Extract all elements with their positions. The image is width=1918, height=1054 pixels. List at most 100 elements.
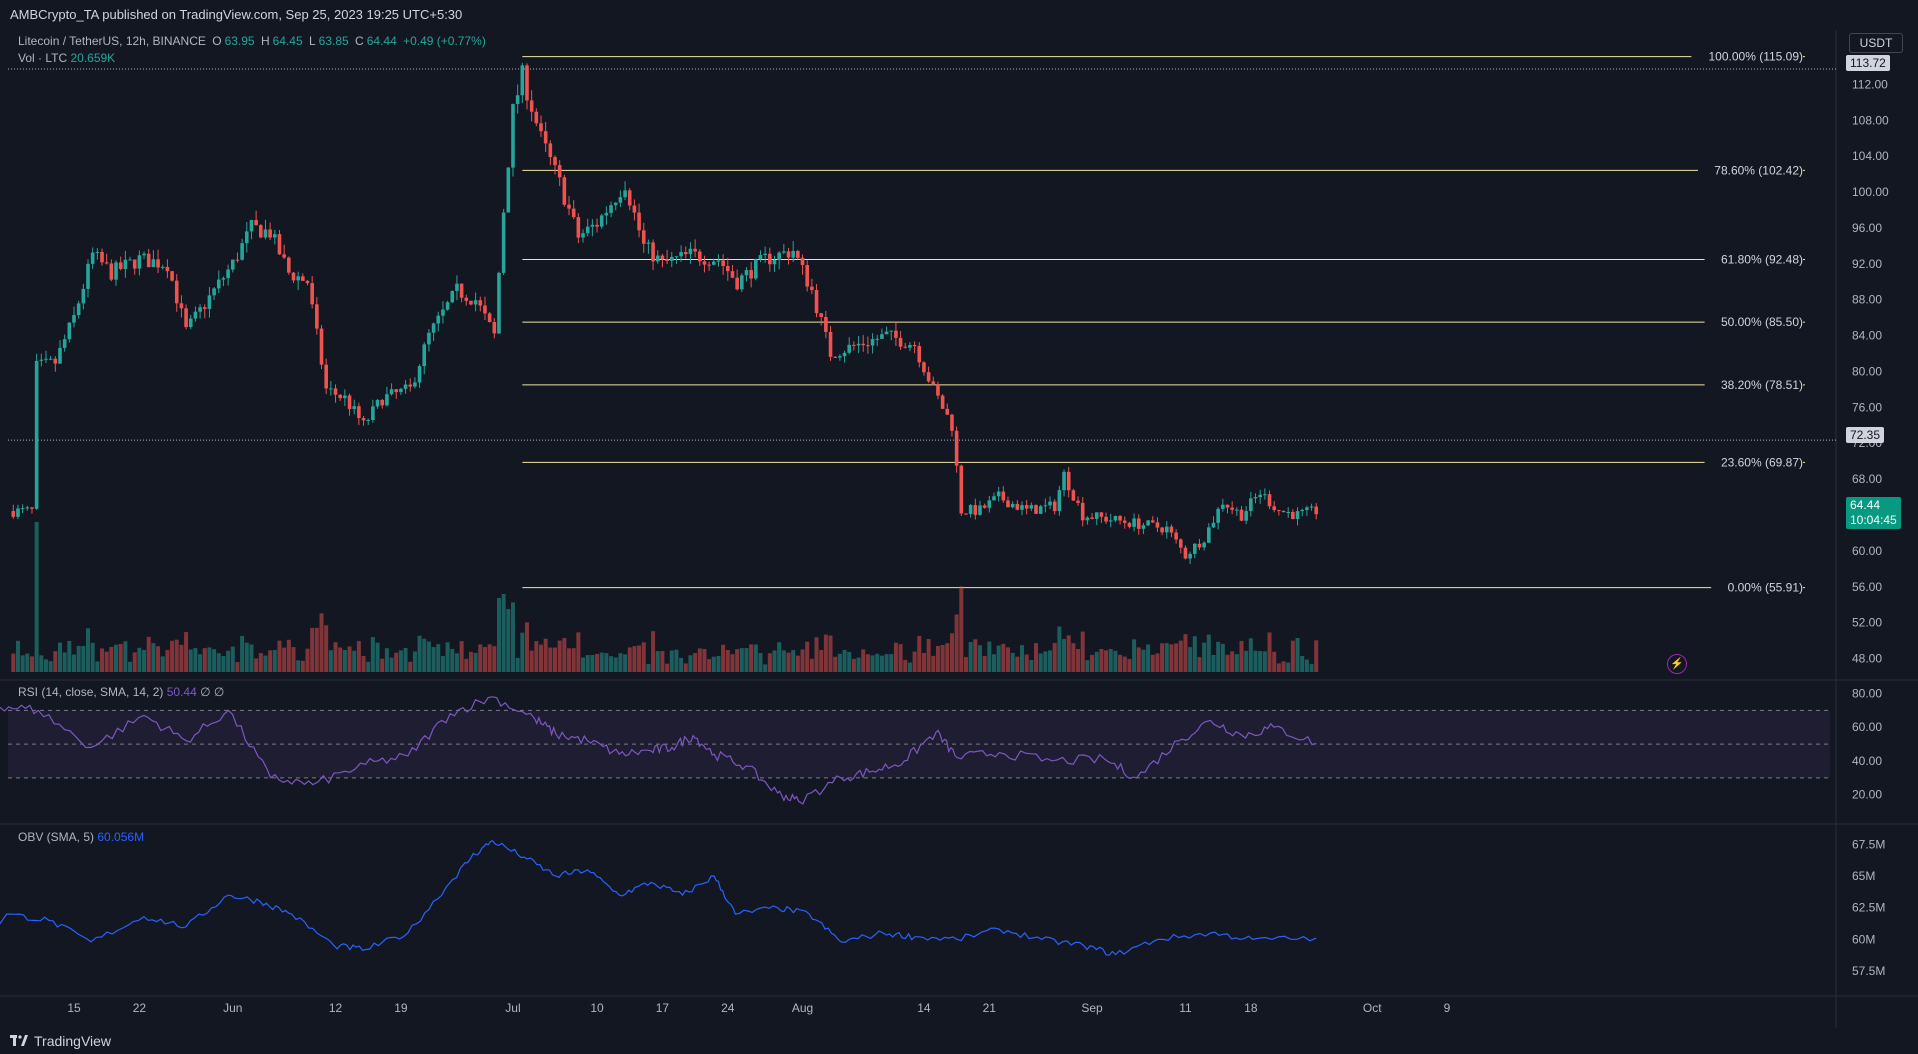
candle-body bbox=[992, 496, 996, 501]
obv-label[interactable]: OBV (SMA, 5) bbox=[18, 830, 95, 844]
volume-bar bbox=[1258, 651, 1263, 672]
volume-label[interactable]: Vol · LTC bbox=[18, 51, 68, 65]
volume-bar bbox=[669, 650, 674, 672]
candle-body bbox=[506, 167, 511, 213]
volume-bar bbox=[328, 650, 333, 672]
volume-bar bbox=[716, 656, 721, 672]
volume-bar bbox=[375, 642, 380, 672]
time-tick-label: 15 bbox=[67, 1001, 81, 1015]
volume-bar bbox=[721, 644, 726, 672]
candle-body bbox=[917, 346, 922, 363]
volume-bar bbox=[889, 654, 894, 672]
candle-body bbox=[338, 394, 342, 399]
candle-body bbox=[1043, 505, 1048, 507]
candle-body bbox=[301, 276, 305, 281]
time-tick-label: 18 bbox=[1244, 1001, 1258, 1015]
candle-body bbox=[936, 384, 940, 396]
candle-body bbox=[174, 280, 179, 304]
close-value: 64.44 bbox=[366, 34, 397, 48]
fib-level-label: 38.20% (78.51) bbox=[1721, 378, 1803, 392]
volume-bar bbox=[749, 644, 754, 672]
currency-button[interactable]: USDT bbox=[1849, 33, 1903, 53]
volume-bar bbox=[235, 662, 240, 672]
fib-label-bg bbox=[1704, 454, 1803, 471]
volume-bar bbox=[296, 660, 301, 672]
volume-bar bbox=[510, 602, 515, 672]
volume-bar bbox=[1094, 651, 1099, 672]
time-tick-label: 21 bbox=[983, 1001, 997, 1015]
volume-bar bbox=[431, 647, 436, 672]
volume-bar bbox=[319, 613, 324, 672]
candle-body bbox=[291, 272, 296, 281]
volume-bar bbox=[744, 648, 749, 672]
volume-bar bbox=[62, 652, 67, 672]
volume-bar bbox=[1314, 640, 1319, 672]
candle-body bbox=[548, 143, 553, 158]
volume-bar bbox=[898, 644, 903, 672]
time-tick-label: Jun bbox=[223, 1001, 242, 1015]
volume-bar bbox=[870, 655, 875, 672]
volume-bar bbox=[1006, 647, 1010, 672]
volume-bar bbox=[637, 645, 642, 672]
candle-body bbox=[1015, 503, 1020, 510]
candle-body bbox=[417, 366, 422, 383]
candle-body bbox=[754, 259, 758, 279]
candle-body bbox=[1108, 520, 1113, 522]
time-tick-label: 22 bbox=[133, 1001, 147, 1015]
volume-bar bbox=[146, 636, 151, 672]
volume-bar bbox=[81, 646, 86, 672]
volume-bar bbox=[856, 657, 861, 672]
volume-bar bbox=[254, 658, 259, 672]
candle-body bbox=[123, 259, 128, 269]
symbol-name[interactable]: Litecoin / TetherUS, 12h, BINANCE bbox=[18, 34, 206, 48]
candle-body bbox=[254, 220, 258, 226]
candle-body bbox=[394, 389, 399, 393]
volume-legend: Vol · LTC 20.659K bbox=[18, 51, 115, 65]
tradingview-logo[interactable]: TradingView bbox=[10, 1033, 111, 1049]
volume-bar bbox=[459, 641, 464, 672]
price-tick-label: 96.00 bbox=[1852, 221, 1882, 235]
volume-bar bbox=[338, 647, 343, 672]
volume-bar bbox=[707, 659, 712, 672]
volume-bar bbox=[833, 656, 838, 672]
volume-bar bbox=[1090, 654, 1095, 672]
volume-bar bbox=[1150, 654, 1155, 672]
candle-body bbox=[1291, 511, 1295, 519]
candle-body bbox=[1193, 543, 1197, 554]
header-bar: AMBCrypto_TA published on TradingView.co… bbox=[0, 0, 1918, 30]
candle-body bbox=[188, 318, 193, 328]
candle-body bbox=[744, 270, 749, 276]
candle-body bbox=[375, 399, 380, 407]
candle-body bbox=[609, 205, 613, 213]
time-tick-label: 17 bbox=[656, 1001, 670, 1015]
volume-bar bbox=[478, 644, 483, 672]
candle-body bbox=[791, 250, 795, 258]
volume-bar bbox=[1276, 663, 1281, 672]
candle-body bbox=[165, 266, 170, 272]
flash-icon[interactable]: ⚡ bbox=[1667, 654, 1687, 674]
time-tick-label: 12 bbox=[329, 1001, 343, 1015]
candle-body bbox=[431, 323, 436, 333]
volume-bar bbox=[917, 635, 922, 672]
candle-body bbox=[520, 65, 525, 96]
rsi-extra: ∅ ∅ bbox=[200, 685, 225, 699]
low-value: 63.85 bbox=[318, 34, 349, 48]
volume-bar bbox=[702, 649, 707, 672]
candle-body bbox=[1202, 542, 1206, 548]
volume-bar bbox=[735, 649, 740, 672]
volume-bar bbox=[1155, 653, 1160, 672]
candle-body bbox=[216, 279, 221, 289]
volume-bar bbox=[230, 646, 235, 672]
rsi-label[interactable]: RSI (14, close, SMA, 14, 2) bbox=[18, 685, 164, 699]
price-tick-label: 48.00 bbox=[1852, 652, 1882, 666]
volume-bar bbox=[118, 644, 123, 672]
volume-bar bbox=[1216, 641, 1221, 672]
candle-body bbox=[683, 252, 688, 255]
volume-bar bbox=[179, 644, 184, 672]
dotted-line-tag: 72.35 bbox=[1846, 427, 1885, 443]
candle-body bbox=[170, 271, 174, 281]
candle-body bbox=[1174, 532, 1178, 540]
volume-bar bbox=[198, 654, 203, 672]
volume-bar bbox=[851, 658, 856, 672]
